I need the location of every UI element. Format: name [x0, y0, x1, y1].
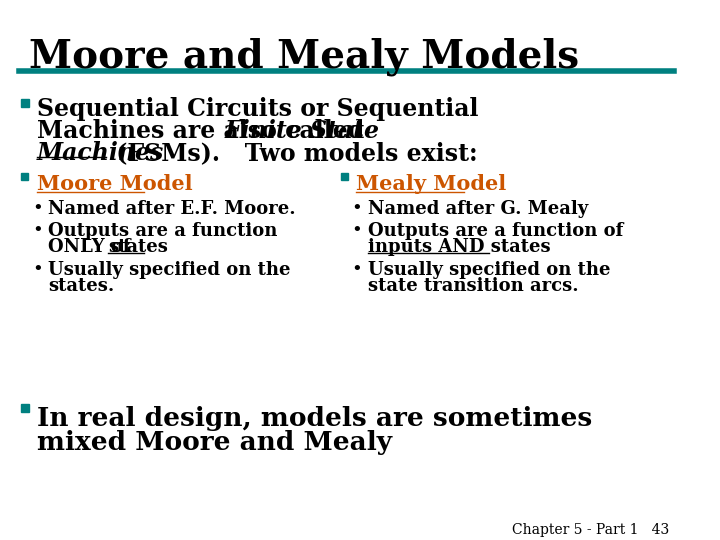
- Bar: [341, 173, 348, 180]
- Text: •: •: [32, 200, 42, 218]
- Text: Machines: Machines: [37, 141, 164, 165]
- Text: Sequential Circuits or Sequential: Sequential Circuits or Sequential: [37, 97, 478, 121]
- Text: Outputs are a function of: Outputs are a function of: [368, 222, 624, 240]
- Text: Moore and Mealy Models: Moore and Mealy Models: [29, 38, 579, 76]
- Text: Machines are also called: Machines are also called: [37, 119, 372, 143]
- Text: Usually specified on the: Usually specified on the: [48, 261, 291, 279]
- Text: Named after G. Mealy: Named after G. Mealy: [368, 200, 588, 218]
- Text: •: •: [351, 261, 362, 279]
- Text: state transition arcs.: state transition arcs.: [368, 276, 578, 294]
- Text: Chapter 5 - Part 1   43: Chapter 5 - Part 1 43: [512, 523, 669, 537]
- Text: •: •: [351, 222, 362, 240]
- Text: Usually specified on the: Usually specified on the: [368, 261, 611, 279]
- Text: •: •: [351, 200, 362, 218]
- Text: Mealy Model: Mealy Model: [356, 174, 507, 194]
- Text: Outputs are a function: Outputs are a function: [48, 222, 277, 240]
- Bar: [21, 404, 29, 413]
- Text: In real design, models are sometimes: In real design, models are sometimes: [37, 407, 592, 431]
- Text: Named after E.F. Moore.: Named after E.F. Moore.: [48, 200, 296, 218]
- Text: •: •: [32, 222, 42, 240]
- Text: mixed Moore and Mealy: mixed Moore and Mealy: [37, 430, 392, 455]
- Text: Moore Model: Moore Model: [37, 174, 192, 194]
- Text: •: •: [32, 261, 42, 279]
- Text: ONLY of: ONLY of: [48, 238, 137, 256]
- Text: inputs AND states: inputs AND states: [368, 238, 551, 256]
- Text: states.: states.: [48, 276, 114, 294]
- Text: states: states: [108, 238, 168, 256]
- Bar: [21, 173, 28, 180]
- Text: (FSMs).   Two models exist:: (FSMs). Two models exist:: [108, 141, 477, 165]
- Bar: [21, 99, 29, 107]
- Text: Finite State: Finite State: [225, 119, 379, 143]
